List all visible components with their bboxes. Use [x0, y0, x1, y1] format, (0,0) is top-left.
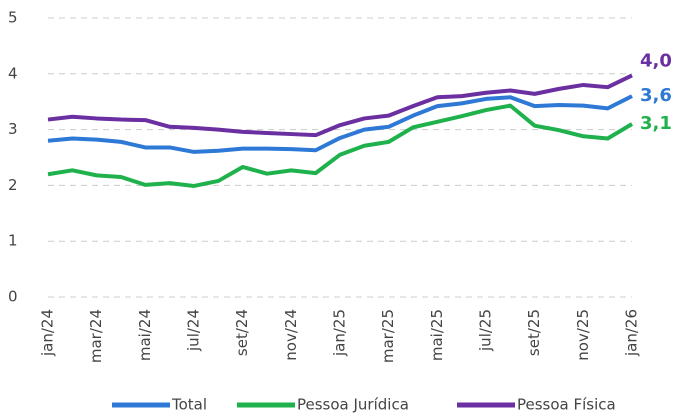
legend-label: Pessoa Física: [517, 396, 616, 414]
y-tick-label: 2: [8, 176, 18, 194]
legend-label: Pessoa Jurídica: [297, 396, 409, 414]
series-line: [47, 94, 633, 154]
y-tick-label: 3: [8, 120, 18, 138]
y-tick-label: 0: [8, 288, 18, 306]
x-tick-label: mai/25: [428, 309, 446, 361]
x-tick-label: mar/25: [379, 309, 397, 363]
x-tick-label: jan/26: [623, 309, 641, 357]
x-tick-label: jan/25: [331, 309, 349, 357]
x-tick-label: set/25: [525, 309, 543, 356]
y-tick-label: 5: [8, 9, 18, 27]
y-tick-label: 4: [8, 64, 18, 82]
series-line: [47, 103, 634, 188]
x-tick-label: mai/24: [136, 309, 154, 361]
series-line: [47, 73, 633, 138]
value-label: 3,1: [640, 113, 672, 134]
value-label: 4,0: [640, 50, 672, 71]
x-tick-label: jul/24: [185, 309, 203, 352]
y-tick-label: 1: [8, 232, 18, 250]
x-tick-label: jan/24: [39, 309, 57, 357]
x-tick-label: nov/25: [574, 309, 592, 361]
x-tick-label: set/24: [233, 309, 251, 356]
x-tick-label: nov/24: [282, 309, 300, 361]
x-tick-label: mar/24: [87, 309, 105, 363]
x-tick-label: jul/25: [477, 309, 495, 352]
value-label: 3,6: [640, 85, 672, 106]
legend-label: Total: [171, 396, 207, 414]
